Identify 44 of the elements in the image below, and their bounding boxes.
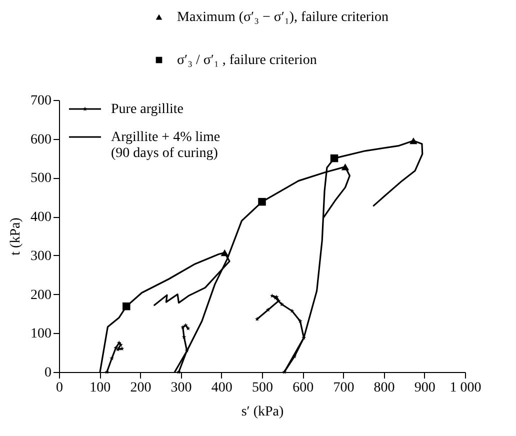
- point: [298, 318, 302, 323]
- x-tick-label: 300: [170, 380, 192, 396]
- point: [330, 154, 338, 162]
- x-tick-label: 800: [374, 380, 395, 396]
- point: [110, 356, 114, 360]
- x-tick-label: 700: [333, 380, 354, 396]
- x-axis-title: s′ (kPa): [241, 404, 284, 420]
- point: [258, 198, 266, 206]
- point: [280, 302, 284, 306]
- point: [176, 370, 181, 374]
- y-tick-label: 600: [30, 132, 52, 148]
- point: [410, 137, 418, 144]
- y-tick-label: 0: [44, 366, 52, 380]
- y-tick-label: 700: [30, 94, 52, 108]
- y-axis-title: t (kPa): [8, 217, 24, 256]
- point: [270, 293, 274, 298]
- point: [122, 302, 130, 310]
- legend-label: Maximum (σ′₃ − σ′₁), failure criterion: [177, 10, 388, 25]
- point: [183, 323, 188, 328]
- point: [290, 308, 294, 313]
- x-tick-label: 0: [56, 380, 63, 396]
- x-tick-label: 200: [130, 380, 152, 396]
- legend-label: Pure argillite: [111, 102, 184, 117]
- y-tick-label: 100: [30, 326, 52, 342]
- point: [276, 298, 281, 303]
- legend-label: Argillite + 4% lime (90 days of curing): [111, 130, 220, 161]
- point: [341, 163, 350, 170]
- y-tick-label: 300: [30, 248, 52, 264]
- x-tick-label: 900: [414, 380, 436, 396]
- y-tick-label: 500: [30, 171, 52, 186]
- point: [254, 316, 260, 322]
- x-tick-label: 600: [292, 380, 314, 396]
- point: [186, 326, 190, 330]
- y-tick-label: 200: [30, 288, 52, 303]
- x-tick-label: 1 000: [450, 380, 482, 396]
- point: [104, 370, 110, 374]
- x-tick-label: 500: [252, 380, 273, 396]
- y-tick-label: 400: [30, 210, 52, 226]
- x-tick-label: 400: [211, 380, 232, 396]
- legend-label: σ′₃ / σ′₁ , failure criterion: [177, 53, 317, 68]
- x-tick-label: 100: [90, 380, 111, 396]
- point: [120, 346, 124, 351]
- point: [220, 249, 229, 256]
- point: [266, 307, 270, 312]
